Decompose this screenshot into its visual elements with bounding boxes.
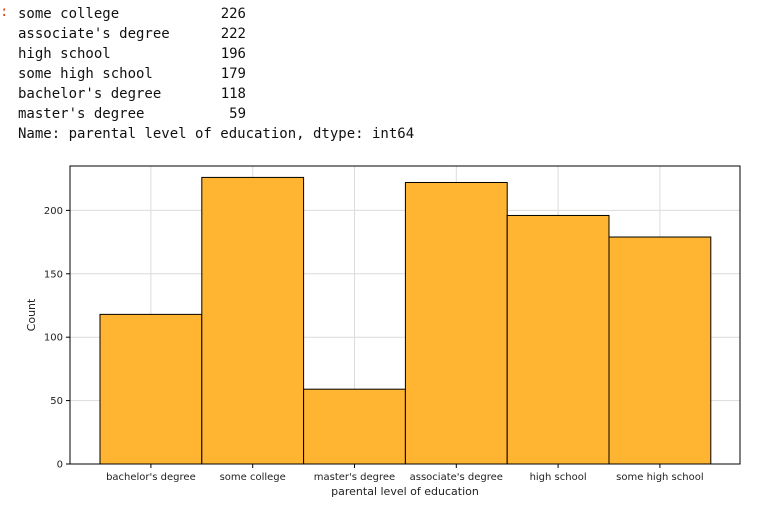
series-label: some high school xyxy=(18,66,153,82)
y-tick-label: 0 xyxy=(57,460,63,471)
series-value: 118 xyxy=(220,86,246,102)
y-axis-title: Count xyxy=(25,298,38,331)
bar xyxy=(303,388,406,465)
x-tick-label: bachelor's degree xyxy=(106,472,196,483)
bar xyxy=(201,176,305,465)
series-value: 222 xyxy=(220,26,246,42)
series-value: 179 xyxy=(220,66,246,82)
y-tick-label: 200 xyxy=(44,206,63,217)
series-row: some high school 179 xyxy=(18,64,414,84)
series-footer: Name: parental level of education, dtype… xyxy=(18,126,415,142)
series-label: master's degree xyxy=(18,106,145,122)
y-tick-label: 150 xyxy=(44,269,63,280)
plot-frame xyxy=(69,165,741,465)
x-tick-label: high school xyxy=(530,472,587,483)
series-value: 226 xyxy=(220,6,246,22)
x-tick-label: master's degree xyxy=(314,472,395,483)
series-row: some college 226 xyxy=(18,4,414,24)
series-row: master's degree 59 xyxy=(18,104,414,124)
x-tick-label: some high school xyxy=(616,472,703,483)
series-row: high school 196 xyxy=(18,44,414,64)
x-tick-label: associate's degree xyxy=(410,472,503,483)
bar xyxy=(506,214,610,465)
series-label: some college xyxy=(18,6,120,22)
y-tick-label: 50 xyxy=(50,396,63,407)
x-tick-label: some college xyxy=(220,472,286,483)
series-row: associate's degree 222 xyxy=(18,24,414,44)
series-value: 59 xyxy=(229,106,246,122)
ticks-layer: 0 50 100 150 200 bachelor's degree some colleg… xyxy=(44,206,704,483)
bar xyxy=(404,181,508,465)
series-row: bachelor's degree 118 xyxy=(18,84,414,104)
output-prompt-marker: : xyxy=(0,4,9,20)
series-value: 196 xyxy=(220,46,246,62)
bar xyxy=(99,313,203,465)
series-label: bachelor's degree xyxy=(18,86,162,102)
y-tick-label: 100 xyxy=(44,333,63,344)
bar xyxy=(608,236,712,465)
series-label: high school xyxy=(18,46,111,62)
series-label: associate's degree xyxy=(18,26,170,42)
series-output: some college 226 associate's degree 222 high… xyxy=(18,4,414,144)
bars-layer xyxy=(99,176,712,465)
x-axis-title: parental level of education xyxy=(331,485,479,498)
